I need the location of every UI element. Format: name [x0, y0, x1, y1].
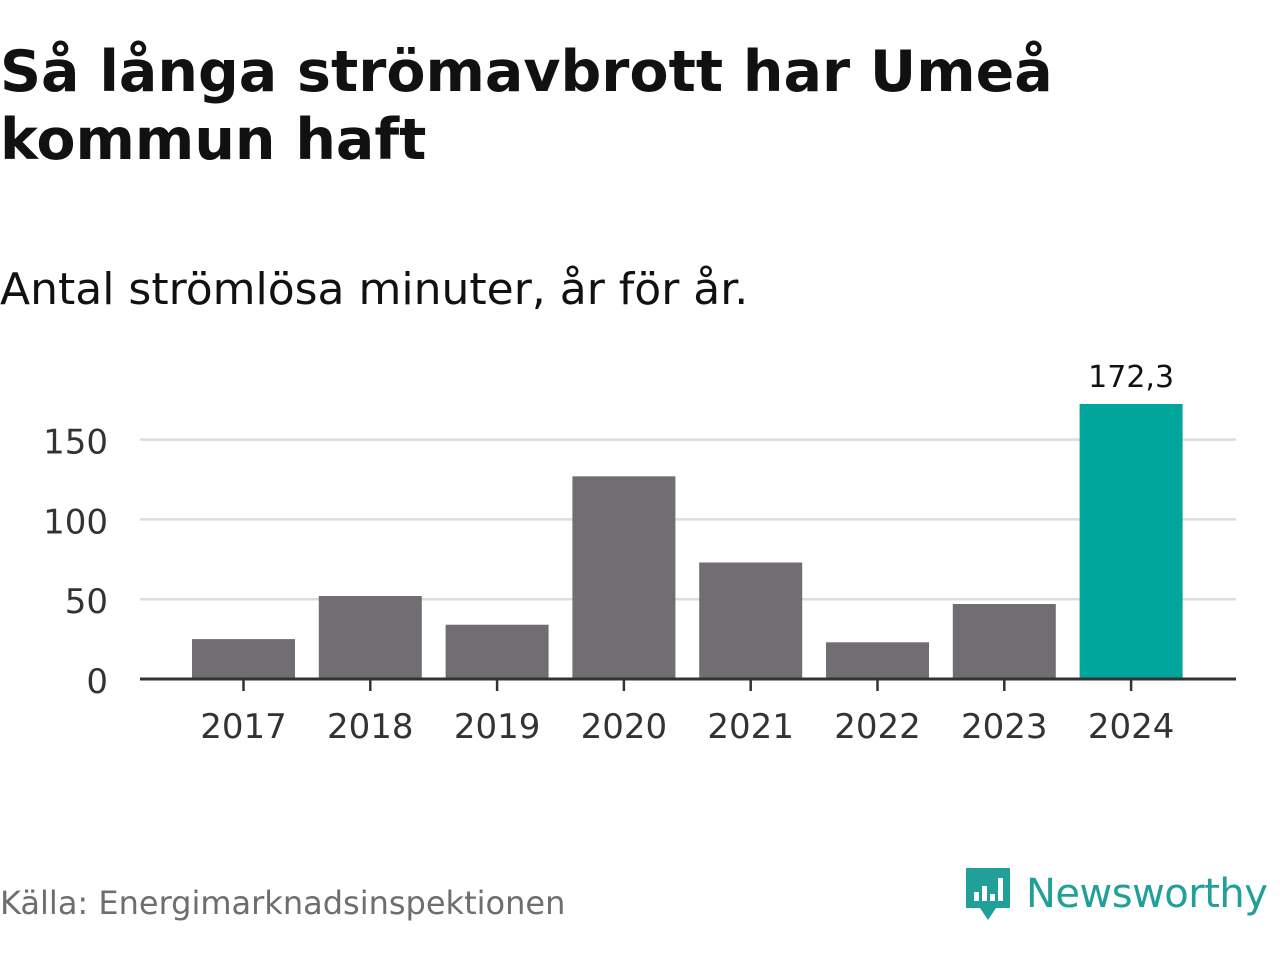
- bar: [1079, 404, 1183, 679]
- bar: [826, 642, 929, 679]
- bar: [952, 603, 1056, 679]
- data-label: 172,3: [1088, 360, 1174, 395]
- x-tick-label: 2022: [834, 707, 921, 740]
- bar: [192, 639, 295, 679]
- y-tick-label: 0: [86, 662, 108, 702]
- chart-title: Så långa strömavbrott har Umeå kommun ha…: [0, 39, 1053, 173]
- x-tick-label: 2018: [327, 707, 414, 740]
- x-tick-label: 2023: [961, 707, 1048, 740]
- chart-subtitle: Antal strömlösa minuter, år för år.: [0, 264, 749, 315]
- y-tick-label: 50: [65, 582, 108, 622]
- x-tick-label: 2019: [454, 707, 541, 740]
- bar: [699, 562, 803, 679]
- brand-logo: Newsworthy: [962, 862, 1268, 926]
- bar: [445, 624, 549, 679]
- bar: [318, 596, 422, 679]
- source-note: Källa: Energimarknadsinspektionen: [0, 884, 566, 922]
- bar-chart: 0 50 100 150 2017 2018 2019 2020 2021 2022 2023 202…: [43, 360, 1236, 740]
- x-tick-label: 2021: [707, 707, 794, 740]
- y-tick-label: 150: [43, 423, 108, 463]
- brand-name: Newsworthy: [1026, 871, 1268, 917]
- bar: [572, 476, 676, 679]
- x-tick-label: 2020: [581, 707, 668, 740]
- x-tick-label: 2024: [1088, 707, 1175, 740]
- x-tick-label: 2017: [200, 707, 287, 740]
- y-tick-label: 100: [43, 502, 108, 542]
- newsworthy-logo-icon: [966, 868, 1010, 920]
